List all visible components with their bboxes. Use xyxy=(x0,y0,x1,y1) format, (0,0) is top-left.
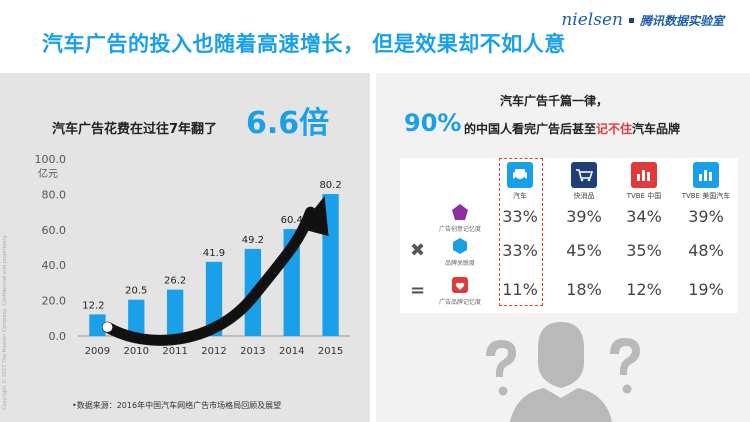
right-subheading: 的中国人看完广告后甚至记不住汽车品牌 xyxy=(464,120,680,137)
comparison-table: 汽车 快消品 TVBE 中国 TVBE 美国汽车广告创意记忆度 33% 39% 34% 39%… xyxy=(400,158,738,313)
percent-highlight: 90% xyxy=(404,109,462,137)
x-tick-label: 2012 xyxy=(201,346,226,357)
table-cell: 33% xyxy=(502,241,538,260)
column-label: TVBE 中国 xyxy=(626,192,662,200)
table-cell: 11% xyxy=(502,280,538,299)
x-tick-label: 2014 xyxy=(279,346,304,357)
growth-arrow-path xyxy=(101,206,317,346)
brand-separator xyxy=(628,17,634,23)
bar-chart-icon xyxy=(693,162,719,188)
data-label: 80.2 xyxy=(319,180,341,191)
growth-arrow-head xyxy=(298,196,329,237)
subheading-highlight: 记不住 xyxy=(596,122,633,136)
question-mark-right-icon xyxy=(610,338,640,375)
y-axis-label: 亿元 xyxy=(38,167,58,180)
column-label: 快消品 xyxy=(573,192,595,200)
table-cell: 18% xyxy=(566,280,602,299)
column-label: TVBE 美国汽车 xyxy=(681,192,731,200)
confused-person-illustration xyxy=(486,322,640,422)
x-tick-label: 2015 xyxy=(318,346,343,357)
data-label: 20.5 xyxy=(125,286,147,297)
head-icon xyxy=(538,322,584,388)
x-tick-label: 2011 xyxy=(162,346,187,357)
y-tick-label: 40.0 xyxy=(42,259,67,272)
car-icon xyxy=(507,162,533,188)
arrow-start-dot xyxy=(102,322,113,333)
data-label: 26.2 xyxy=(164,276,186,287)
equals-operator: = xyxy=(410,280,426,301)
table-cell: 12% xyxy=(626,280,662,299)
table-cell: 39% xyxy=(688,207,724,226)
y-tick-label: 20.0 xyxy=(42,295,67,308)
tencent-lab-label: 腾讯数据实验室 xyxy=(639,13,724,28)
subheading-post: 汽车品牌 xyxy=(632,122,681,136)
data-label: 41.9 xyxy=(203,248,225,259)
y-tick-label: 80.0 xyxy=(42,188,67,201)
left-panel xyxy=(0,73,370,422)
bar xyxy=(166,289,184,336)
row-label: 品牌关联度 xyxy=(444,260,475,267)
bar-chart: 0.0 20.0 40.0 60.0 80.0 100.0亿元 2009 2010 2011 20… xyxy=(35,153,350,357)
shopping-cart-icon xyxy=(571,162,597,188)
bar xyxy=(205,261,223,336)
multiply-operator: ✖ xyxy=(410,240,426,261)
question-mark-left-icon xyxy=(486,340,516,377)
left-heading: 汽车广告花费在过往7年翻了 xyxy=(52,122,218,137)
right-heading: 汽车广告千篇一律， xyxy=(500,94,609,108)
growth-multiplier: 6.6倍 xyxy=(246,106,330,141)
data-label: 12.2 xyxy=(82,300,104,311)
table-cell: 35% xyxy=(626,241,662,260)
table-cell: 45% xyxy=(566,241,602,260)
pentagon-icon xyxy=(451,203,469,221)
data-source-note: •数据来源：2016年中国汽车网络广告市场格局回顾及展望 xyxy=(72,401,282,410)
page-title: 汽车广告的投入也随着高速增长， 但是效果却不如人意 xyxy=(42,32,566,56)
y-tick-label: 100.0 xyxy=(35,153,67,166)
bar xyxy=(128,299,145,336)
y-tick-label: 0.0 xyxy=(49,330,67,343)
x-tick-label: 2013 xyxy=(240,346,265,357)
shoulders-icon xyxy=(510,388,612,422)
x-tick-label: 2009 xyxy=(85,346,110,357)
row-label: 广告品牌记忆度 xyxy=(438,299,481,306)
car-column-highlight xyxy=(499,158,543,306)
y-tick-label: 60.0 xyxy=(42,224,67,237)
table-cell: 33% xyxy=(502,207,538,226)
column-label: 汽车 xyxy=(513,192,527,200)
bar-chart-icon xyxy=(631,162,657,188)
table-cell: 19% xyxy=(688,280,724,299)
data-label: 60.4 xyxy=(281,215,303,226)
data-label: 49.2 xyxy=(242,235,264,246)
x-tick-label: 2010 xyxy=(124,346,149,357)
heart-badge-icon xyxy=(451,276,469,294)
row-label: 广告创意记忆度 xyxy=(438,226,481,233)
table-cell: 48% xyxy=(688,241,724,260)
hexagon-icon xyxy=(451,237,469,255)
nielsen-logo: nielsen xyxy=(561,10,623,30)
table-cell: 34% xyxy=(626,207,662,226)
brand-header: nielsen 腾讯数据实验室 xyxy=(561,10,724,30)
subheading-pre: 的中国人看完广告后甚至 xyxy=(464,122,597,136)
table-cell: 39% xyxy=(566,207,602,226)
bar xyxy=(89,314,106,336)
